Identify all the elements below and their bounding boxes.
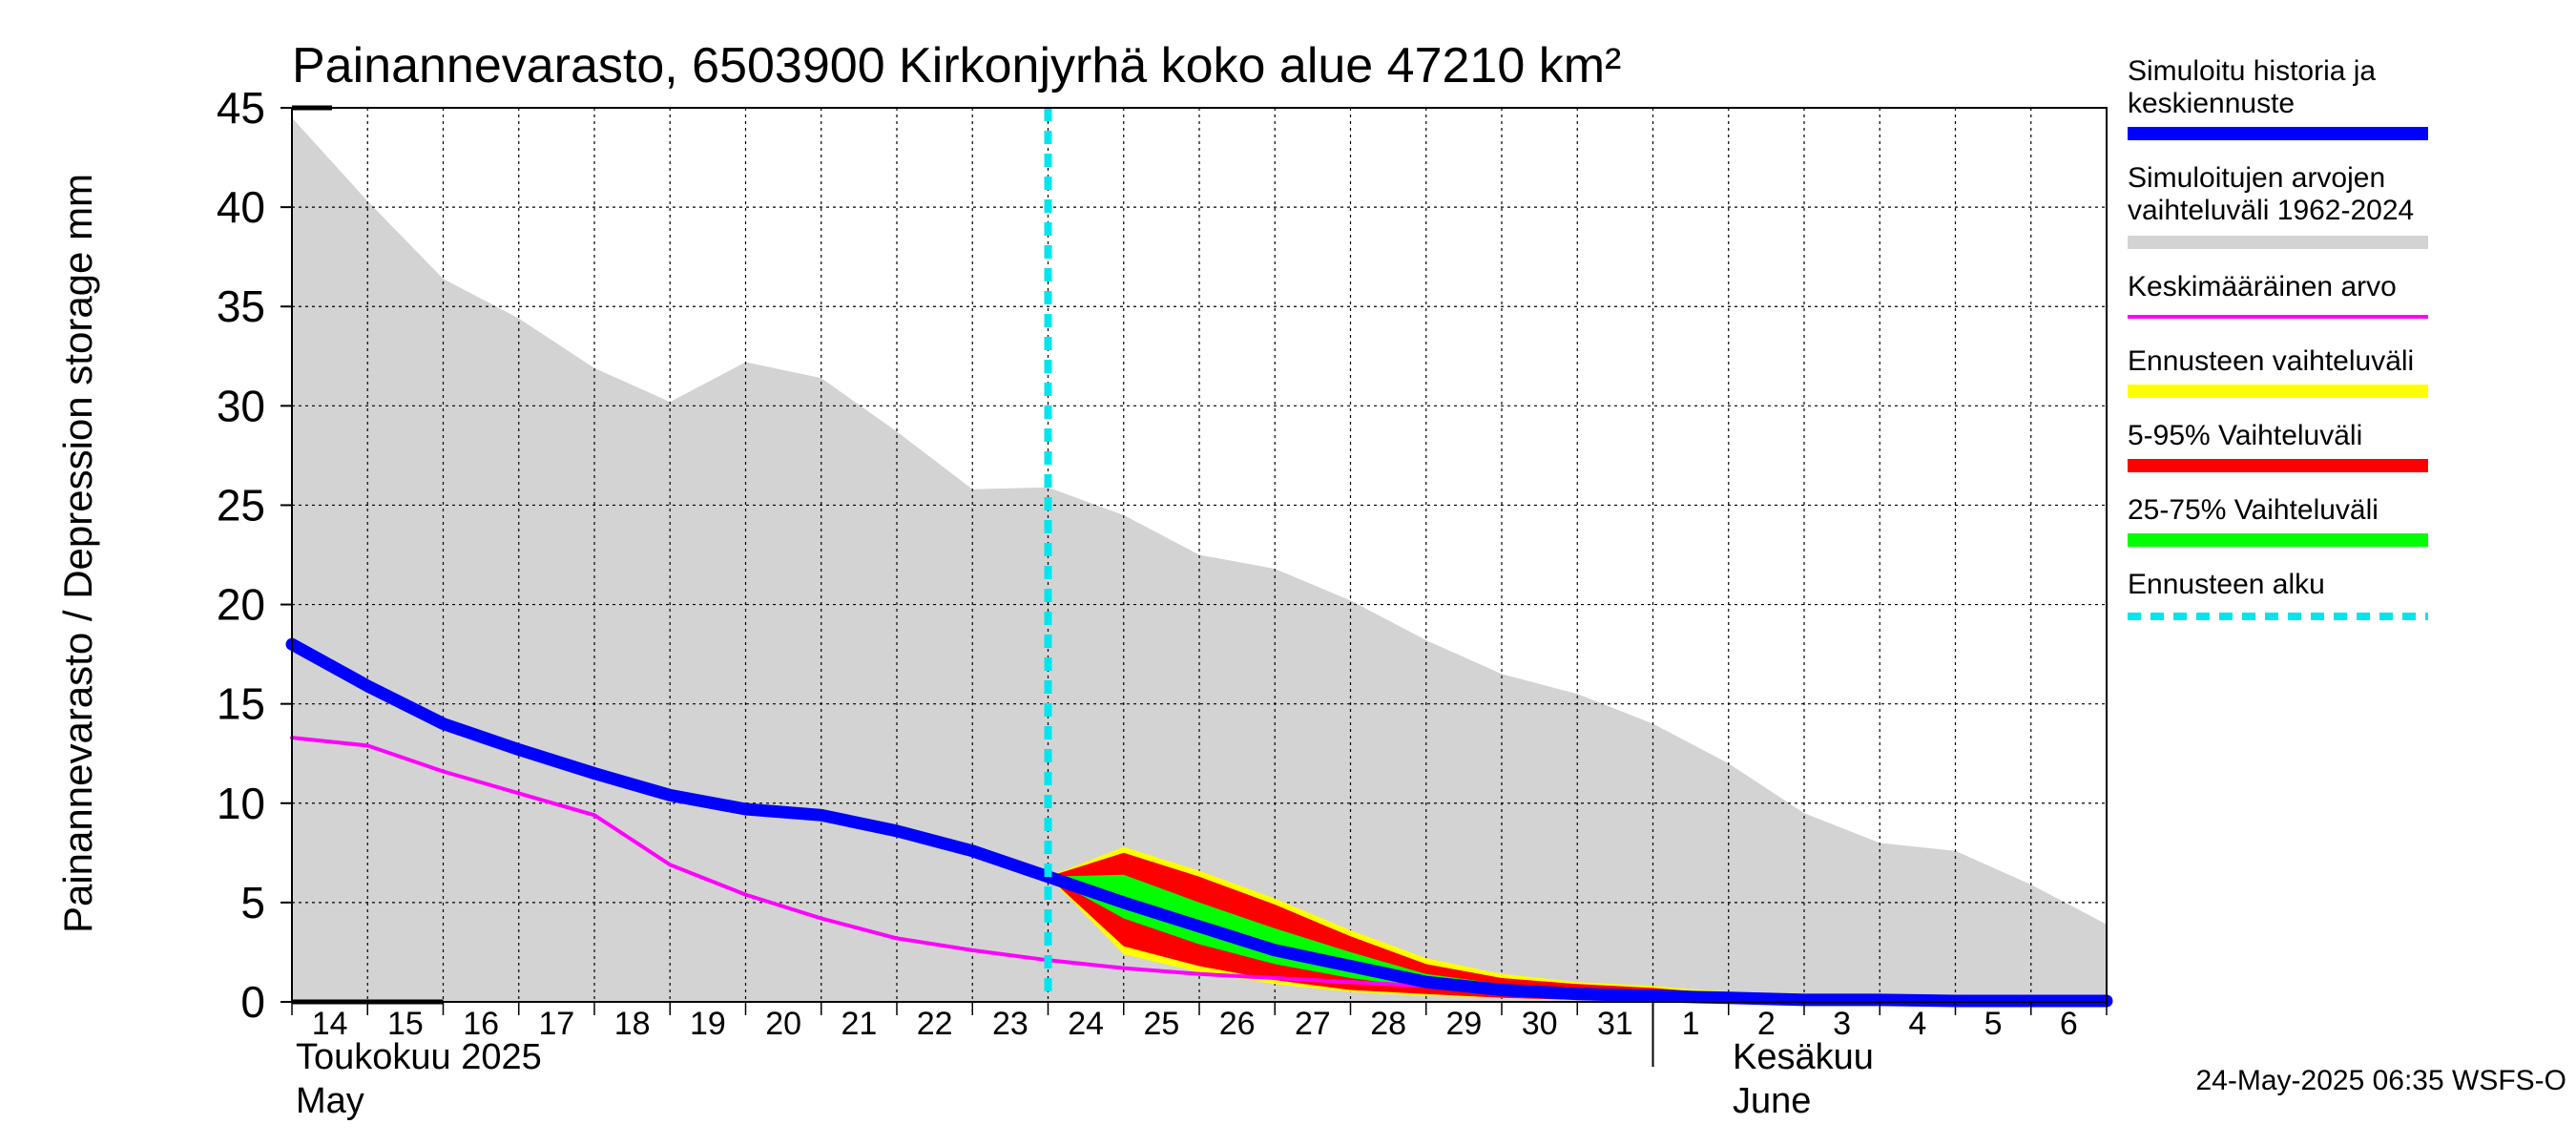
y-axis-label: Painannevarasto / Depression storage mm [55, 174, 100, 933]
y-tick-label: 30 [217, 381, 265, 430]
x-tick-label: 29 [1445, 1006, 1482, 1042]
x-tick-label: 19 [690, 1006, 726, 1042]
p25-75-band [1048, 874, 2107, 1002]
x-tick-label: 30 [1522, 1006, 1558, 1042]
x-tick-label: 15 [387, 1006, 424, 1042]
chart-title: Painannevarasto, 6503900 Kirkonjyrhä kok… [292, 38, 1621, 94]
x-tick-label: 27 [1295, 1006, 1331, 1042]
y-tick-label: 15 [217, 679, 265, 729]
x-tick-label: 2 [1757, 1006, 1776, 1042]
history-forecast-line [285, 637, 2113, 1008]
x-tick-label: 4 [1908, 1006, 1926, 1042]
legend-history-label: Simuloitu historia ja keskiennuste [2128, 55, 2383, 119]
legend-p5-95-label: 5-95% Vaihteluväli [2128, 420, 2362, 451]
x-tick-label: 5 [1984, 1006, 2003, 1042]
month-label-may-fi: Toukokuu 2025 [296, 1037, 542, 1077]
y-tick-label: 10 [217, 779, 265, 828]
y-tick-label: 5 [240, 878, 265, 927]
legend-mean-label: Keskimääräinen arvo [2128, 271, 2397, 302]
legend-forecast-range-label: Ennusteen vaihteluväli [2128, 345, 2414, 377]
x-tick-label: 17 [538, 1006, 574, 1042]
x-tick-label: 24 [1068, 1006, 1104, 1042]
x-tick-label: 6 [2060, 1006, 2078, 1042]
month-label-june-fi: Kesäkuu [1733, 1037, 1874, 1077]
x-tick-label: 1 [1682, 1006, 1700, 1042]
x-tick-label: 25 [1143, 1006, 1179, 1042]
x-tick-label: 23 [992, 1006, 1028, 1042]
month-label-may-en: May [296, 1081, 364, 1121]
x-tick-label: 22 [917, 1006, 953, 1042]
y-axis-ticks: 0 5 10 15 20 25 30 35 40 45 [217, 83, 292, 1027]
legend: Simuloitu historia ja keskiennuste Simul… [2128, 55, 2428, 620]
legend-forecast-start-label: Ennusteen alku [2128, 569, 2325, 600]
x-tick-label: 3 [1833, 1006, 1851, 1042]
legend-p25-75-label: 25-75% Vaihteluväli [2128, 494, 2379, 526]
x-axis-ticks: 14 15 16 17 18 19 20 21 22 23 24 25 26 27 28 29 30 31 1 2 3 4… [291, 1002, 2108, 1067]
range-band-area [292, 117, 2107, 1002]
y-tick-label: 25 [217, 480, 265, 530]
y-tick-label: 0 [240, 977, 265, 1027]
y-tick-label: 20 [217, 580, 265, 630]
y-tick-label: 35 [217, 281, 265, 331]
x-tick-label: 14 [312, 1006, 348, 1042]
x-tick-label: 26 [1219, 1006, 1256, 1042]
y-tick-label: 40 [217, 182, 265, 232]
timestamp-footer: 24-May-2025 06:35 WSFS-O [2196, 1065, 2567, 1096]
x-tick-label: 21 [841, 1006, 877, 1042]
x-tick-label: 28 [1370, 1006, 1406, 1042]
month-label-june-en: June [1733, 1081, 1811, 1121]
legend-range-label: Simuloitujen arvojen vaihteluväli 1962-2… [2128, 162, 2414, 226]
x-tick-label: 16 [463, 1006, 499, 1042]
x-tick-label: 20 [765, 1006, 801, 1042]
y-tick-label: 45 [217, 83, 265, 133]
plot-area [285, 105, 2113, 1008]
x-tick-label: 18 [614, 1006, 651, 1042]
x-tick-label: 31 [1597, 1006, 1633, 1042]
